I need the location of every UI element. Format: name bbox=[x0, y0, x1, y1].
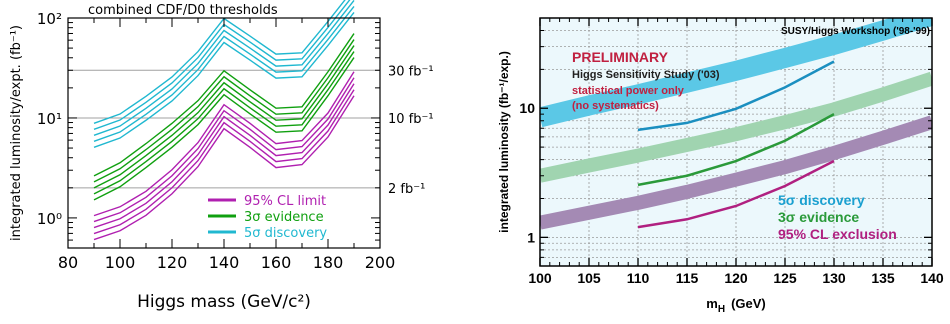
x-tick-label: 125 bbox=[773, 270, 797, 286]
x-tick-label: 140 bbox=[920, 270, 944, 286]
left-x-axis-label: Higgs mass (GeV/c²) bbox=[137, 292, 311, 312]
y-tick-label: 10⁰ bbox=[37, 210, 62, 228]
series-line bbox=[93, 51, 355, 195]
reference-line-label: 2 fb⁻¹ bbox=[388, 182, 425, 197]
y-tick-label: 10 bbox=[519, 100, 535, 116]
legend-label: 5σ discovery bbox=[244, 226, 327, 241]
legend-item: 5σ discovery bbox=[208, 226, 327, 241]
right-x-axis-label-unit: (GeV) bbox=[731, 296, 766, 311]
right-lines bbox=[637, 60, 835, 229]
band bbox=[540, 115, 932, 230]
x-tick-label: 115 bbox=[676, 270, 699, 286]
left-y-axis-label: integrated luminosity/expt. (fb⁻¹) bbox=[9, 25, 24, 241]
series-line bbox=[93, 77, 355, 223]
y-tick-label: 10¹ bbox=[37, 110, 62, 128]
series-line bbox=[93, 5, 355, 142]
stat-power-label: statistical power only bbox=[572, 85, 685, 97]
x-tick-label: 100 bbox=[105, 253, 136, 272]
no-systematics-label: (no systematics) bbox=[572, 100, 659, 112]
right-header: SUSY/Higgs Workshop ('98-'99) bbox=[781, 26, 930, 37]
study-label: Higgs Sensitivity Study ('03) bbox=[572, 69, 720, 81]
left-series-bands bbox=[93, 0, 355, 241]
x-tick-label: 135 bbox=[871, 270, 895, 286]
right-bands bbox=[540, 18, 932, 230]
left-chart: combined CDF/D0 thresholds 30 fb⁻¹ 10 fb⁻… bbox=[9, 0, 434, 312]
series-line bbox=[637, 159, 835, 229]
series-line bbox=[93, 39, 355, 183]
y-tick-label: 10² bbox=[37, 10, 62, 28]
x-tick-label: 120 bbox=[157, 253, 188, 272]
x-tick-label: 100 bbox=[528, 270, 552, 286]
series-line bbox=[93, 71, 355, 217]
band-group bbox=[540, 18, 932, 230]
legend-item: 3σ evidence bbox=[208, 210, 324, 225]
legend-item: 95% CL limit bbox=[208, 194, 326, 209]
band bbox=[540, 71, 932, 183]
x-tick-label: 105 bbox=[577, 270, 601, 286]
legend-label: 95% CL limit bbox=[244, 194, 326, 209]
left-reference-lines: 30 fb⁻¹ 10 fb⁻¹ 2 fb⁻¹ bbox=[68, 64, 434, 197]
series-line bbox=[93, 95, 355, 241]
right-x-axis-label-main: m bbox=[706, 296, 718, 311]
reference-line-label: 10 fb⁻¹ bbox=[388, 112, 434, 127]
x-tick-label: 130 bbox=[822, 270, 846, 286]
series-line bbox=[93, 11, 355, 148]
reference-line-label: 30 fb⁻¹ bbox=[388, 64, 434, 79]
legend-label: 95% CL exclusion bbox=[778, 226, 897, 242]
left-axis-ticks: 80 100 120 140 160 180 200 10⁰ 10¹ 10² bbox=[37, 10, 395, 272]
right-y-axis-label: integrated luminosity (fb⁻¹/exp.) bbox=[497, 51, 511, 233]
left-plot-frame bbox=[67, 17, 381, 249]
right-x-axis-label-sub: H bbox=[718, 304, 725, 315]
left-title: combined CDF/D0 thresholds bbox=[88, 3, 278, 18]
series-line bbox=[93, 0, 355, 136]
x-tick-label: 140 bbox=[209, 253, 240, 272]
x-tick-label: 200 bbox=[365, 253, 396, 272]
x-tick-label: 110 bbox=[627, 270, 650, 286]
series-line bbox=[637, 60, 835, 132]
right-x-axis-label: mH (GeV) bbox=[706, 296, 765, 315]
legend-label: 5σ discovery bbox=[778, 192, 865, 208]
y-tick-label: 1 bbox=[527, 229, 535, 245]
legend-label: 3σ evidence bbox=[244, 210, 324, 225]
series-line bbox=[93, 57, 355, 201]
series-line bbox=[637, 113, 835, 187]
series-line bbox=[93, 33, 355, 177]
x-tick-label: 160 bbox=[261, 253, 292, 272]
x-tick-label: 120 bbox=[724, 270, 748, 286]
band bbox=[540, 18, 932, 128]
series-line bbox=[93, 89, 355, 235]
series-line bbox=[93, 83, 355, 229]
series-line bbox=[93, 45, 355, 189]
legend-label: 3σ evidence bbox=[778, 209, 859, 225]
preliminary-label: PRELIMINARY bbox=[572, 49, 669, 65]
x-tick-label: 80 bbox=[58, 253, 78, 272]
x-tick-label: 180 bbox=[313, 253, 344, 272]
